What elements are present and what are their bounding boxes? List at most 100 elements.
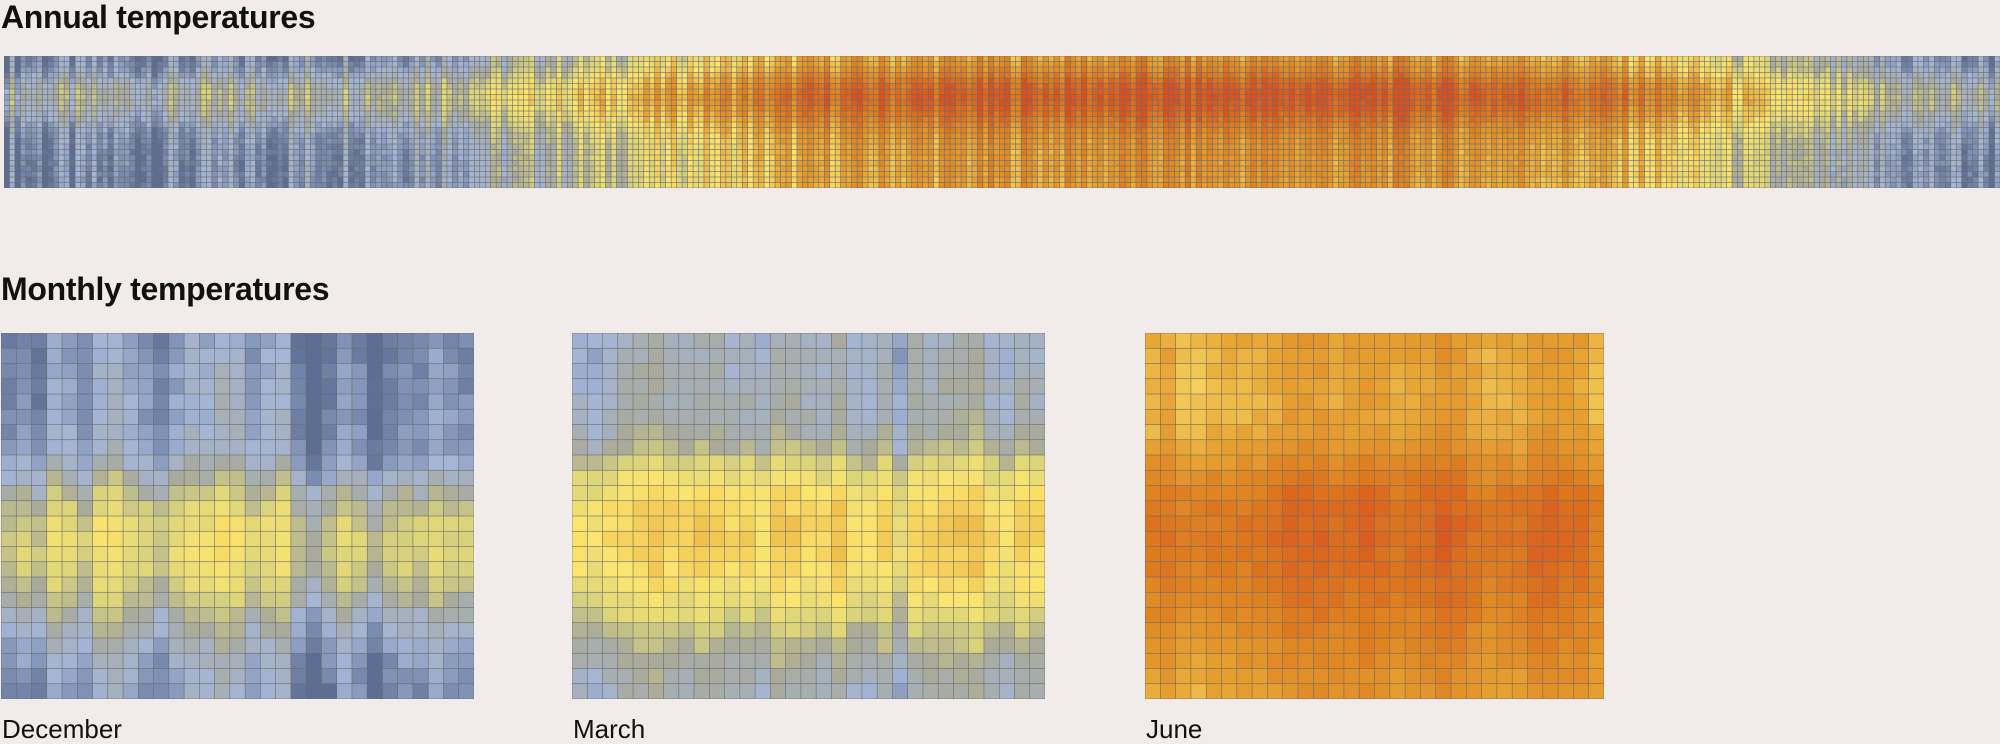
annual-cell [578, 155, 584, 161]
annual-cell [20, 127, 26, 133]
annual-cell [359, 100, 365, 106]
annual-cell [491, 149, 496, 155]
annual-cell [846, 105, 852, 111]
annual-cell [1054, 177, 1060, 183]
annual-cell [294, 160, 299, 166]
annual-cell [726, 72, 732, 78]
annual-cell [944, 111, 950, 117]
annual-cell [758, 127, 764, 133]
annual-cell [408, 171, 414, 177]
annual-cell [753, 149, 759, 155]
annual-cell [1119, 116, 1125, 122]
annual-cell [649, 116, 655, 122]
annual-cell [950, 144, 956, 150]
annual-cell [53, 116, 59, 122]
annual-cell [370, 116, 376, 122]
annual-cell [830, 94, 835, 100]
annual-cell [578, 61, 584, 67]
annual-cell [244, 94, 250, 100]
annual-cell [868, 171, 874, 177]
annual-cell [294, 116, 299, 122]
annual-cell [611, 127, 617, 133]
annual-cell [42, 78, 48, 84]
annual-cell [1037, 61, 1043, 67]
annual-cell [1059, 89, 1065, 95]
annual-cell [1043, 144, 1049, 150]
annual-cell [704, 61, 710, 67]
annual-cell [994, 144, 999, 150]
annual-cell [660, 122, 666, 128]
annual-cell [15, 94, 21, 100]
annual-cell [223, 94, 228, 100]
annual-cell [923, 61, 928, 67]
annual-cell [999, 177, 1005, 183]
annual-cell [398, 67, 403, 73]
annual-cell [387, 111, 392, 117]
annual-cell [53, 78, 59, 84]
annual-cell [622, 122, 628, 128]
annual-cell [201, 111, 207, 117]
annual-cell [69, 67, 75, 73]
annual-cell [201, 122, 207, 128]
annual-cell [108, 127, 114, 133]
annual-cell [556, 78, 562, 84]
annual-cell [425, 111, 431, 117]
annual-cell [1015, 111, 1021, 117]
annual-cell [15, 89, 21, 95]
annual-cell [370, 127, 376, 133]
annual-cell [1076, 122, 1081, 128]
annual-cell [939, 67, 945, 73]
annual-cell [901, 100, 906, 106]
annual-cell [737, 177, 742, 183]
annual-cell [698, 133, 704, 139]
annual-cell [562, 171, 567, 177]
annual-cell [1070, 105, 1076, 111]
annual-cell [611, 89, 617, 95]
annual-cell [748, 160, 753, 166]
annual-cell [862, 144, 868, 150]
annual-cell [283, 111, 289, 117]
annual-cell [1043, 138, 1049, 144]
annual-cell [436, 149, 442, 155]
annual-cell [272, 149, 278, 155]
annual-cell [1010, 89, 1016, 95]
annual-cell [441, 61, 447, 67]
annual-cell [1087, 127, 1092, 133]
annual-cell [966, 171, 972, 177]
annual-cell [480, 105, 485, 111]
annual-cell [53, 138, 59, 144]
annual-cell [605, 116, 611, 122]
annual-cell [250, 105, 256, 111]
annual-cell [337, 171, 343, 177]
annual-cell [58, 94, 64, 100]
annual-cell [961, 138, 967, 144]
annual-cell [119, 56, 125, 62]
annual-cell [108, 177, 114, 183]
annual-cell [523, 144, 529, 150]
annual-cell [26, 111, 32, 117]
annual-cell [753, 111, 759, 117]
annual-cell [731, 182, 737, 188]
annual-cell [376, 133, 382, 139]
annual-cell [1059, 182, 1065, 188]
annual-cell [578, 105, 584, 111]
annual-cell [764, 72, 770, 78]
annual-cell [130, 94, 135, 100]
annual-cell [157, 111, 163, 117]
annual-cell [988, 166, 994, 172]
annual-cell [873, 138, 879, 144]
annual-cell [1054, 127, 1060, 133]
annual-cell [583, 67, 589, 73]
annual-cell [665, 133, 671, 139]
annual-cell [1092, 160, 1098, 166]
annual-cell [223, 111, 228, 117]
annual-cell [594, 133, 600, 139]
annual-cell [430, 116, 436, 122]
annual-cell [239, 83, 245, 89]
annual-cell [244, 127, 250, 133]
annual-cell [769, 100, 775, 106]
annual-cell [534, 149, 540, 155]
annual-cell [480, 78, 485, 84]
annual-cell [69, 100, 75, 106]
annual-cell [1065, 127, 1071, 133]
